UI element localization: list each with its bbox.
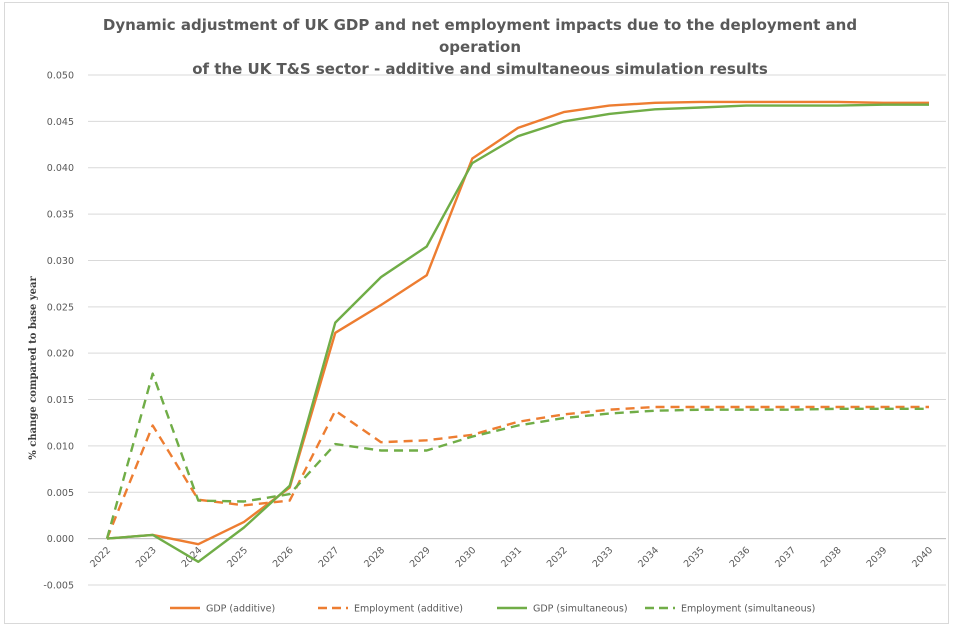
y-tick-label: 0.035 <box>47 210 74 221</box>
series-line <box>106 103 929 563</box>
y-tick-label: 0.025 <box>47 302 74 313</box>
x-tick-label: 2039 <box>865 545 890 570</box>
x-tick-label: 2035 <box>682 545 707 570</box>
series-lines <box>105 100 929 563</box>
chart-title-line-2: of the UK T&S sector - additive and simu… <box>192 60 768 78</box>
x-tick-label: 2036 <box>728 545 753 570</box>
x-tick-label: 2031 <box>499 545 524 570</box>
legend-label: GDP (simultaneous) <box>533 604 628 615</box>
x-tick-label: 2022 <box>88 545 113 570</box>
x-tick-label: 2033 <box>591 545 616 570</box>
x-tick-label: 2030 <box>454 545 479 570</box>
chart-title: Dynamic adjustment of UK GDP and net emp… <box>60 14 900 80</box>
x-tick-label: 2027 <box>317 545 342 570</box>
x-tick-label: 2026 <box>271 545 296 570</box>
y-tick-label: 0.020 <box>47 349 74 360</box>
y-tick-label: 0.015 <box>47 395 74 406</box>
legend-label: GDP (additive) <box>206 604 275 615</box>
series-line <box>105 405 929 540</box>
x-tick-label: 2025 <box>225 545 250 570</box>
x-tick-label: 2023 <box>134 545 159 570</box>
y-tick-label: 0.040 <box>47 163 74 174</box>
series-line <box>105 372 929 539</box>
x-tick-label: 2032 <box>545 545 570 570</box>
x-tick-label: 2038 <box>819 545 844 570</box>
y-tick-label: 0.010 <box>47 441 74 452</box>
series-line <box>106 100 929 546</box>
y-tick-label: 0.050 <box>47 71 74 82</box>
y-axis-label: % change compared to base year <box>28 276 39 460</box>
legend-label: Employment (simultaneous) <box>681 604 815 615</box>
y-axis-ticks: -0.005 0.000 0.005 0.010 0.015 0.020 0.025 0.03… <box>43 71 74 592</box>
y-tick-label: -0.005 <box>43 581 74 592</box>
x-tick-label: 2029 <box>408 545 433 570</box>
x-tick-label: 2040 <box>910 545 935 570</box>
x-tick-label: 2034 <box>636 545 661 570</box>
y-tick-label: 0.000 <box>47 534 74 545</box>
chart-title-line-1: Dynamic adjustment of UK GDP and net emp… <box>102 16 858 56</box>
legend: GDP (additive) Employment (additive) GDP (… <box>170 604 815 615</box>
x-tick-label: 2028 <box>362 545 387 570</box>
gridlines <box>88 74 946 586</box>
y-tick-label: 0.005 <box>47 488 74 499</box>
y-tick-label: 0.045 <box>47 117 74 128</box>
chart-frame <box>4 2 949 624</box>
x-tick-label: 2037 <box>773 545 798 570</box>
legend-label: Employment (additive) <box>354 604 463 615</box>
y-tick-label: 0.030 <box>47 256 74 267</box>
